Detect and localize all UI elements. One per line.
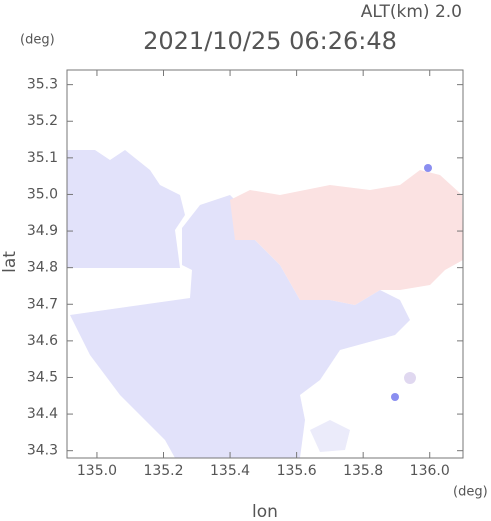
y-tick-label: 34.3: [27, 443, 58, 459]
echo-region: [310, 420, 350, 452]
x-unit: (deg): [453, 485, 488, 500]
y-tick-label: 35.3: [27, 77, 58, 93]
x-tick-label: 135.0: [77, 463, 117, 479]
y-tick-label: 34.4: [27, 406, 58, 422]
x-tick-label: 136.0: [410, 463, 450, 479]
y-unit: (deg): [20, 33, 55, 48]
chart-title: 2021/10/25 06:26:48: [143, 27, 397, 55]
x-tick-label: 135.8: [343, 463, 383, 479]
axes: 35.3 35.2 35.1 35.0 34.9 34.8 34.7 34.6 34.5 34.4…: [27, 70, 463, 479]
echo-region: [391, 393, 399, 401]
velocity-field: [67, 150, 463, 458]
y-tick-label: 35.2: [27, 113, 58, 129]
echo-region: [230, 170, 463, 305]
y-tick-label: 34.5: [27, 369, 58, 385]
echo-region: [67, 150, 185, 268]
y-tick-label: 34.7: [27, 296, 58, 312]
y-axis-label: lat: [0, 251, 20, 273]
plot-frame: [66, 69, 464, 459]
y-tick-label: 34.6: [27, 333, 58, 349]
x-tick-label: 135.4: [210, 463, 250, 479]
echo-region: [424, 164, 432, 172]
echo-region: [70, 195, 410, 458]
x-tick-label: 135.6: [277, 463, 317, 479]
y-tick-label: 35.1: [27, 150, 58, 166]
x-tick-label: 135.2: [143, 463, 183, 479]
y-tick-label: 34.9: [27, 223, 58, 239]
x-axis-label: lon: [252, 502, 278, 521]
y-tick-label: 34.8: [27, 260, 58, 276]
altitude-label: ALT(km) 2.0: [361, 2, 462, 22]
echo-region: [404, 372, 416, 384]
y-tick-label: 35.0: [27, 186, 58, 202]
